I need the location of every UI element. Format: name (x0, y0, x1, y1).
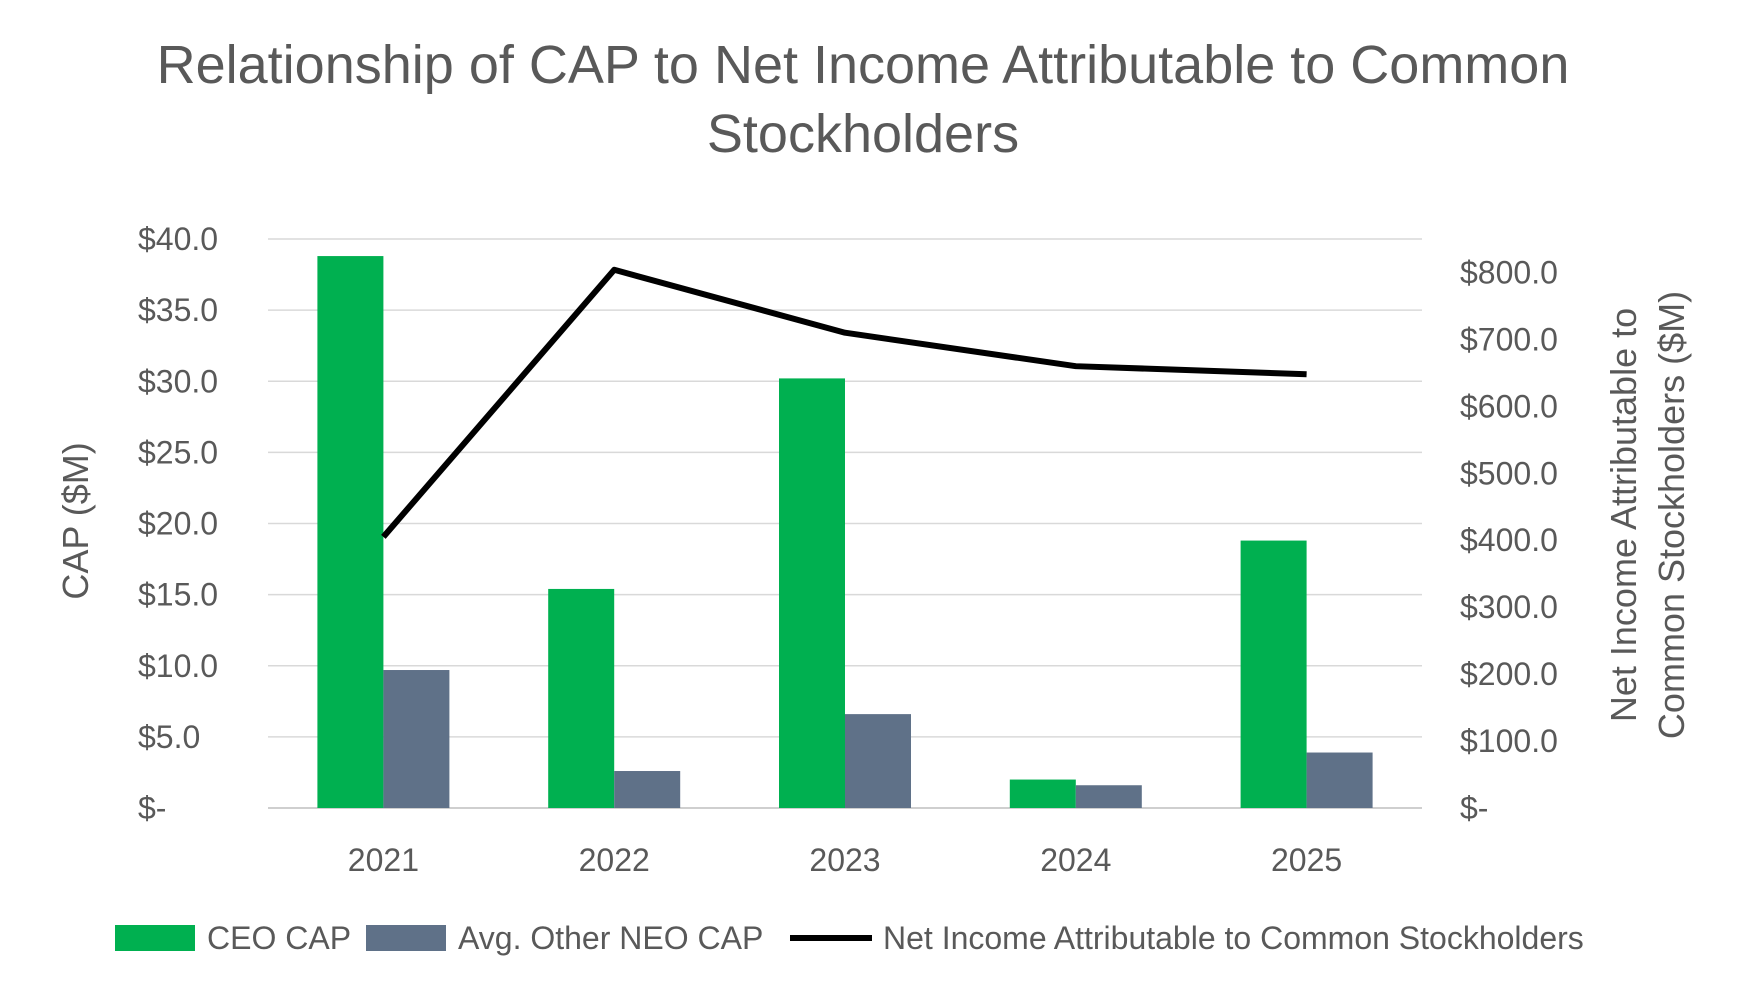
right-axis-tick-label: $200.0 (1460, 656, 1558, 692)
chart-title-line: Relationship of CAP to Net Income Attrib… (157, 35, 1570, 95)
left-axis-tick-label: $35.0 (138, 292, 218, 328)
bar-ceo-cap-2024 (1009, 779, 1076, 808)
bar-avg-other-neo-cap-2022 (614, 771, 681, 808)
legend-swatch-ceo-cap (115, 925, 195, 951)
right-axis-tick-label: $600.0 (1460, 388, 1558, 424)
left-axis-title: CAP ($M) (55, 442, 96, 599)
x-axis-tick-label: 2021 (348, 842, 419, 878)
left-axis-tick-label: $30.0 (138, 363, 218, 399)
x-axis-tick-label: 2025 (1271, 842, 1342, 878)
legend-label: CEO CAP (207, 920, 351, 956)
x-axis-tick-label: 2023 (809, 842, 880, 878)
left-axis-tick-label: $15.0 (138, 577, 218, 613)
bar-avg-other-neo-cap-2021 (383, 670, 450, 808)
legend-label: Avg. Other NEO CAP (458, 920, 763, 956)
left-axis-tick-label: $10.0 (138, 648, 218, 684)
right-axis-tick-label: $400.0 (1460, 522, 1558, 558)
legend-swatch-avg-other-neo-cap (366, 925, 446, 951)
bar-ceo-cap-2025 (1240, 540, 1307, 808)
bar-ceo-cap-2022 (548, 588, 615, 808)
right-axis-tick-label: $- (1460, 790, 1488, 826)
bar-ceo-cap-2021 (317, 256, 384, 808)
right-axis-tick-label: $800.0 (1460, 254, 1558, 290)
right-axis-tick-label: $700.0 (1460, 321, 1558, 357)
bar-avg-other-neo-cap-2025 (1306, 752, 1373, 808)
left-axis-tick-label: $40.0 (138, 221, 218, 257)
chart-title-line: Stockholders (707, 104, 1019, 164)
legend-label: Net Income Attributable to Common Stockh… (883, 920, 1584, 956)
right-axis-tick-label: $300.0 (1460, 589, 1558, 625)
bar-ceo-cap-2023 (779, 378, 845, 808)
bar-avg-other-neo-cap-2024 (1075, 785, 1142, 808)
left-axis-tick-label: $- (138, 790, 166, 826)
left-axis-tick-label: $25.0 (138, 434, 218, 470)
right-axis-tick-label: $500.0 (1460, 455, 1558, 491)
right-axis-title-line: Common Stockholders ($M) (1651, 291, 1692, 739)
right-axis-tick-label: $100.0 (1460, 723, 1558, 759)
x-axis-tick-label: 2022 (579, 842, 650, 878)
x-axis-tick-label: 2024 (1040, 842, 1111, 878)
left-axis-tick-label: $5.0 (138, 719, 200, 755)
right-axis-title-line: Net Income Attributable to (1603, 308, 1644, 722)
left-axis-tick-label: $20.0 (138, 506, 218, 542)
bar-avg-other-neo-cap-2023 (845, 714, 911, 808)
